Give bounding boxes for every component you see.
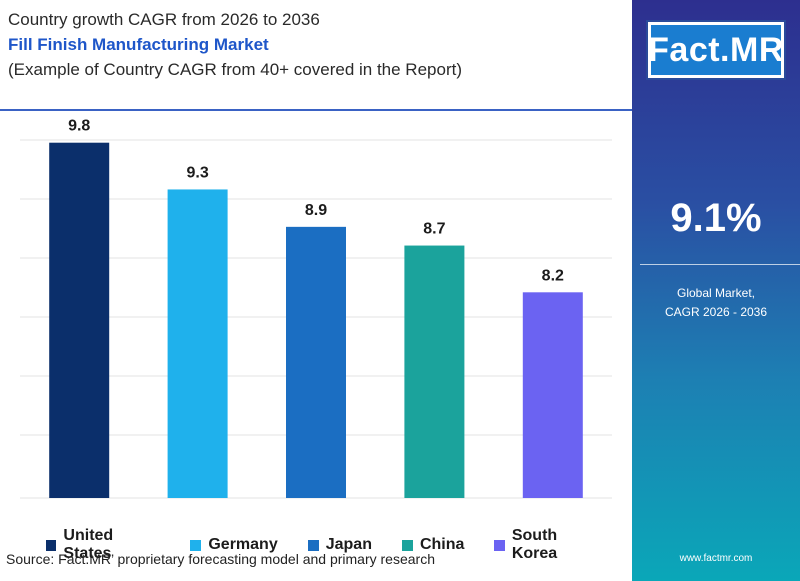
legend-item: Germany [190,536,278,554]
data-labels: 9.8 9.3 8.9 8.7 8.2 [68,118,564,285]
legend-swatch [190,539,202,551]
global-cagr-value: 9.1% [670,196,762,240]
legend-item: South Korea [494,527,602,563]
chart-panel: Country growth CAGR from 2026 to 2036 Fi… [0,8,632,567]
bar-united-states [49,142,110,498]
market-name: Fill Finish Manufacturing Market [8,35,269,54]
legend-label: South Korea [511,527,558,562]
cagr-divider [640,264,800,265]
legend-label: China [419,536,465,553]
factmr-logo: Fact.MR [646,20,786,80]
legend-swatch [494,539,505,551]
bar-china [404,245,465,498]
legend-swatch [307,539,319,551]
global-cagr-period: CAGR 2026 - 2036 [664,305,768,319]
data-label: 8.7 [423,221,445,238]
legend-label: Germany [208,536,278,553]
legend-item: Japan [307,536,372,554]
data-label: 8.9 [305,202,327,219]
website-link[interactable]: www.factmr.com [679,553,753,564]
header-divider [0,109,632,111]
bar-germany [167,189,228,498]
summary-sidebar: Fact.MR 9.1% Global Market, CAGR 2026 - … [632,0,800,581]
legend-item: United States [46,527,160,563]
global-cagr-label: Global Market, [676,286,756,300]
legend-item: China [401,536,465,554]
legend-label: Japan [325,536,372,553]
chart-title: Country growth CAGR from 2026 to 2036 [8,10,320,29]
chart-subtitle: (Example of Country CAGR from 40+ covere… [8,60,462,79]
legend-swatch [401,539,413,551]
bars [49,142,583,498]
chart-legend: United States Germany Japan China South Kore… [46,527,632,563]
bar-japan [286,226,346,498]
bar-south-korea [522,292,583,498]
data-label: 9.8 [68,118,90,135]
data-label: 8.2 [542,267,564,284]
bar-chart: 9.8 9.3 8.9 8.7 8.2 [20,118,612,499]
legend-swatch [46,539,57,551]
legend-label: United States [63,527,114,562]
source-note: Source: Fact.MR’ proprietary forecasting… [6,551,435,567]
chart-header: Country growth CAGR from 2026 to 2036 Fi… [8,8,628,82]
logo-text: Fact.MR [648,25,783,75]
data-label: 9.3 [186,164,208,181]
